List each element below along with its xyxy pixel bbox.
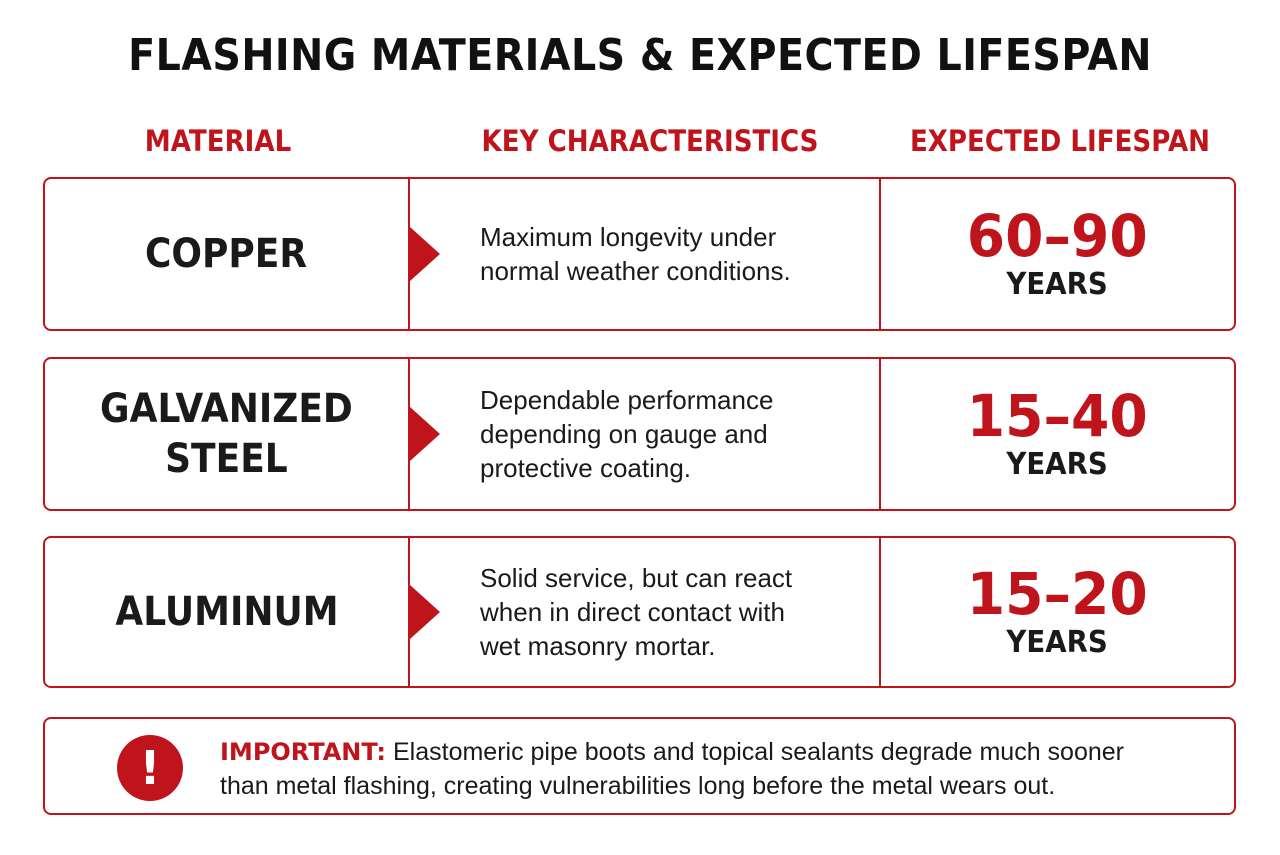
material-name: ALUMINUM xyxy=(45,538,408,686)
material-description: Dependable performance depending on gaug… xyxy=(480,359,870,509)
column-header-expected-lifespan: EXPECTED LIFESPAN xyxy=(909,124,1211,158)
lifespan-range: 60–90 xyxy=(967,202,1148,270)
lifespan-unit: YEARS xyxy=(1006,447,1109,482)
arrow-right-icon xyxy=(410,585,440,639)
material-name-line: STEEL xyxy=(165,436,288,482)
column-divider xyxy=(408,179,410,329)
material-description: Solid service, but can react when in dir… xyxy=(480,538,870,686)
column-header-material: MATERIAL xyxy=(144,124,292,158)
material-name-line: COPPER xyxy=(145,231,308,277)
arrow-right-icon xyxy=(410,227,440,281)
arrow-right-icon xyxy=(410,407,440,461)
material-name-line: ALUMINUM xyxy=(114,589,339,635)
page-title: FLASHING MATERIALS & EXPECTED LIFESPAN xyxy=(128,30,1152,81)
material-name-line: GALVANIZED xyxy=(100,386,353,432)
exclamation-icon: ! xyxy=(117,735,183,801)
column-divider xyxy=(879,179,881,329)
column-divider xyxy=(408,538,410,686)
column-divider xyxy=(408,359,410,509)
note-text-line: than metal flashing, creating vulnerabil… xyxy=(220,772,1056,800)
lifespan-unit: YEARS xyxy=(1006,267,1109,302)
note-text-line: Elastomeric pipe boots and topical seala… xyxy=(392,738,1124,766)
material-name: COPPER xyxy=(45,179,408,329)
description-line: wet masonry mortar. xyxy=(480,631,716,661)
table-row-copper: COPPER Maximum longevity under normal we… xyxy=(43,177,1236,331)
description-line: Maximum longevity under xyxy=(480,222,777,252)
lifespan-range: 15–20 xyxy=(967,560,1148,628)
description-line: depending on gauge and xyxy=(480,419,768,449)
note-text: IMPORTANT: Elastomeric pipe boots and to… xyxy=(220,735,1210,803)
description-line: protective coating. xyxy=(480,453,692,483)
description-line: Dependable performance xyxy=(480,385,774,415)
table-row-galvanized-steel: GALVANIZED STEEL Dependable performance … xyxy=(43,357,1236,511)
description-line: Solid service, but can react xyxy=(480,563,793,593)
table-row-aluminum: ALUMINUM Solid service, but can react wh… xyxy=(43,536,1236,688)
column-header-key-characteristics: KEY CHARACTERISTICS xyxy=(481,124,819,158)
lifespan-cell: 15–20 YEARS xyxy=(881,538,1234,686)
column-divider xyxy=(879,359,881,509)
column-divider xyxy=(879,538,881,686)
important-note: ! IMPORTANT: Elastomeric pipe boots and … xyxy=(43,717,1236,815)
material-name: GALVANIZED STEEL xyxy=(45,359,408,509)
lifespan-range: 15–40 xyxy=(967,382,1148,450)
lifespan-cell: 60–90 YEARS xyxy=(881,179,1234,329)
description-line: when in direct contact with xyxy=(480,597,785,627)
material-description: Maximum longevity under normal weather c… xyxy=(480,179,870,329)
note-label: IMPORTANT: xyxy=(220,738,387,766)
lifespan-cell: 15–40 YEARS xyxy=(881,359,1234,509)
description-line: normal weather conditions. xyxy=(480,256,791,286)
lifespan-unit: YEARS xyxy=(1006,625,1109,660)
